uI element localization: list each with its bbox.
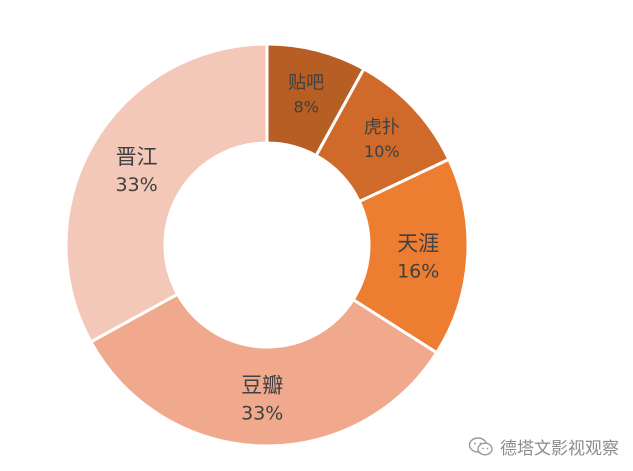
slice-value-label-4: 33% xyxy=(115,174,157,196)
slice-value-label-2: 16% xyxy=(397,261,439,283)
slice-label-4: 晋江 xyxy=(116,145,158,169)
watermark: 德塔文影视观察 xyxy=(468,434,619,459)
slice-2 xyxy=(351,157,470,355)
slice-4 xyxy=(64,42,269,344)
slice-label-3: 豆瓣 xyxy=(241,373,283,397)
slice-label-0: 贴吧 xyxy=(288,72,324,93)
slice-3 xyxy=(88,292,439,448)
slice-label-1: 虎扑 xyxy=(364,117,400,138)
wechat-icon xyxy=(468,436,493,456)
slice-value-label-3: 33% xyxy=(241,402,283,424)
slice-value-label-1: 10% xyxy=(364,142,400,161)
slice-label-2: 天涯 xyxy=(397,232,439,256)
watermark-text: 德塔文影视观察 xyxy=(500,439,619,459)
slice-value-label-0: 8% xyxy=(293,97,318,116)
